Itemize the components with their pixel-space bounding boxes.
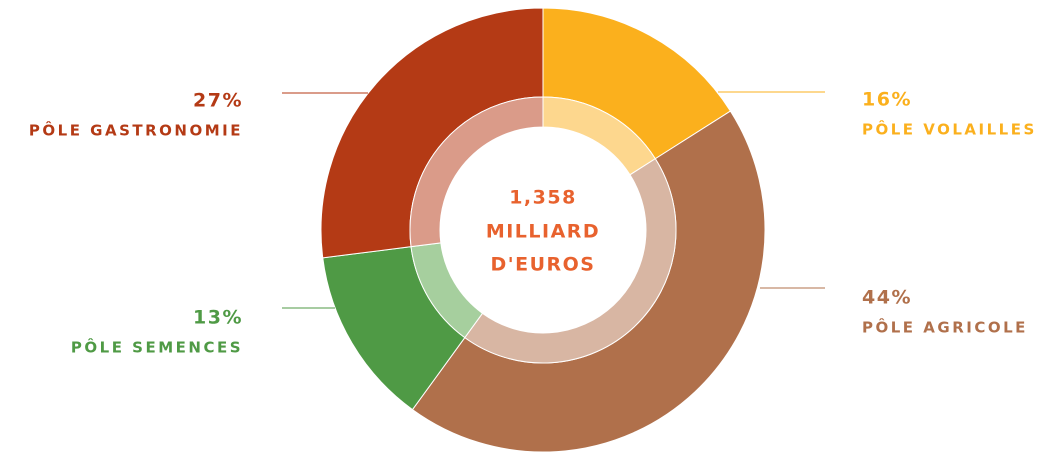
value-label: 44% [862,287,912,309]
donut-hole [440,127,646,333]
category-label: PÔLE GASTRONOMIE [29,121,243,140]
category-label: PÔLE SEMENCES [71,338,243,357]
center-value: 1,358 [509,187,577,209]
value-label: 13% [193,307,243,329]
value-label: 27% [193,90,243,112]
donut [320,7,766,452]
category-label: PÔLE VOLAILLES [862,120,1037,139]
value-label: 16% [862,89,912,111]
center-unit: D'EUROS [491,254,596,276]
category-label: PÔLE AGRICOLE [862,318,1028,337]
center-unit: MILLIARD [486,221,600,243]
